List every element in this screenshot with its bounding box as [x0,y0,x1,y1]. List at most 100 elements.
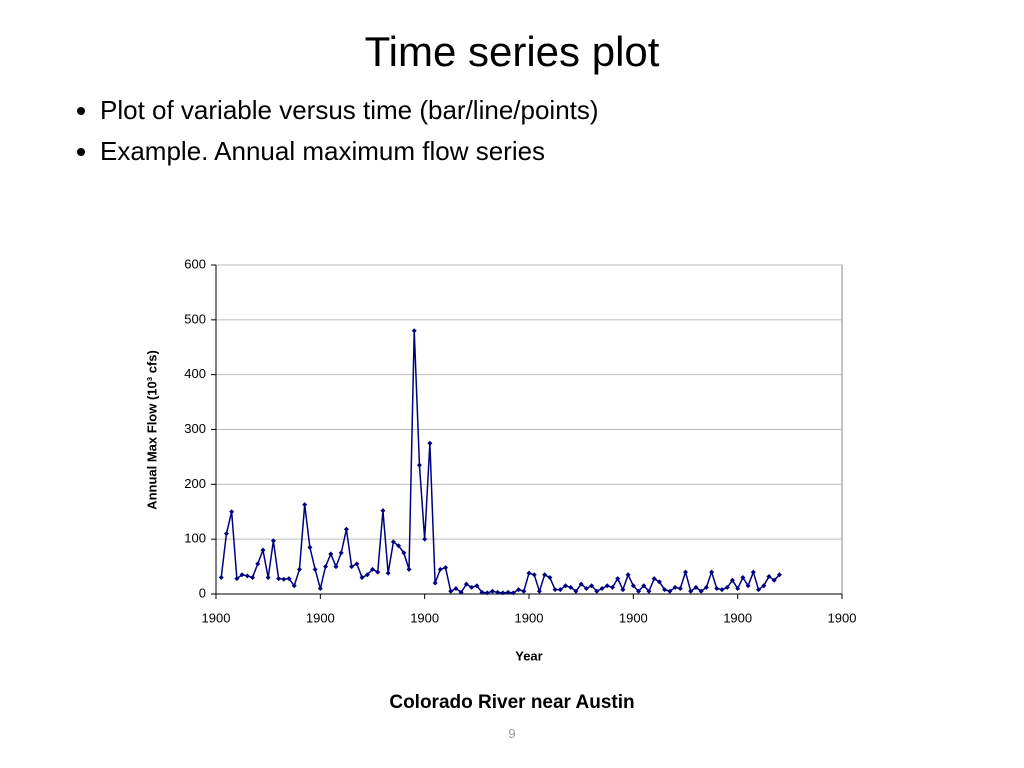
bullet-list: Plot of variable versus time (bar/line/p… [60,95,599,177]
data-point [604,583,610,589]
x-axis-label: Year [515,648,542,663]
data-point [531,572,537,578]
data-point [338,550,344,556]
data-point [255,561,261,567]
data-point [281,576,287,582]
data-point [489,588,495,594]
data-point [453,586,459,592]
data-point [703,584,709,590]
data-point [662,587,668,593]
data-point [364,572,370,578]
data-point [375,569,381,575]
data-point [312,566,318,572]
data-point [234,576,240,582]
x-tick-label: 1900 [828,610,857,625]
data-point [323,564,329,570]
data-point [536,588,542,594]
data-point [516,587,522,593]
data-point [469,584,475,590]
data-point [479,589,485,595]
data-point [709,569,715,575]
y-tick-label: 600 [184,256,206,271]
x-tick-label: 1900 [515,610,544,625]
data-point [495,589,501,595]
data-point [406,566,412,572]
data-point [463,581,469,587]
y-tick-label: 400 [184,366,206,381]
data-point [510,590,516,596]
data-point [380,508,386,514]
data-point [625,572,631,578]
data-point [458,589,464,595]
data-point [583,586,589,592]
data-point [563,583,569,589]
data-point [437,566,443,572]
data-point [302,502,308,508]
data-point [265,575,271,581]
data-point [636,588,642,594]
data-point [735,586,741,592]
data-point [651,576,657,582]
data-point [276,576,282,582]
data-point [641,583,647,589]
data-point [343,526,349,532]
data-point [229,509,235,515]
data-point [317,586,323,592]
data-point [396,543,402,549]
data-point [599,586,605,592]
data-point [260,547,266,553]
data-point [557,587,563,593]
data-point [505,589,511,595]
y-tick-label: 0 [199,585,206,600]
y-tick-label: 100 [184,531,206,546]
y-tick-label: 300 [184,421,206,436]
data-point [766,573,772,579]
data-point [609,584,615,590]
data-point [333,564,339,570]
bullet: Plot of variable versus time (bar/line/p… [100,95,599,126]
data-point [296,566,302,572]
y-tick-label: 200 [184,476,206,491]
data-point [688,588,694,594]
data-point [761,583,767,589]
page-number: 9 [508,726,516,741]
bullet: Example. Annual maximum flow series [100,136,599,167]
data-point [390,539,396,545]
data-point [484,590,490,596]
data-point [328,551,334,557]
data-point [740,575,746,581]
y-axis-label: Annual Max Flow (10³ cfs) [144,350,159,510]
data-point [620,587,626,593]
data-point [776,572,782,578]
data-point [646,588,652,594]
data-point [500,590,506,596]
data-point [683,569,688,575]
data-point [474,583,480,589]
data-point [756,587,762,593]
data-point [239,572,245,578]
data-point [416,462,422,468]
data-point [672,584,678,590]
data-point [448,588,454,594]
data-point [526,570,532,576]
data-point [432,580,438,586]
data-point [615,576,621,582]
x-tick-label: 1900 [619,610,648,625]
x-tick-label: 1900 [202,610,231,625]
data-point [667,588,673,594]
caption: Colorado River near Austin [389,692,635,713]
data-point [714,586,720,592]
data-point [542,572,548,578]
data-point [656,579,662,585]
slide-title: Time series plot [364,28,660,75]
data-line [220,330,780,594]
data-point [750,569,756,575]
data-point [771,577,777,583]
data-point [724,584,730,590]
data-point [521,588,527,594]
x-tick-label: 1900 [306,610,335,625]
data-point [411,328,417,334]
data-point [307,544,313,550]
data-point [401,550,407,556]
